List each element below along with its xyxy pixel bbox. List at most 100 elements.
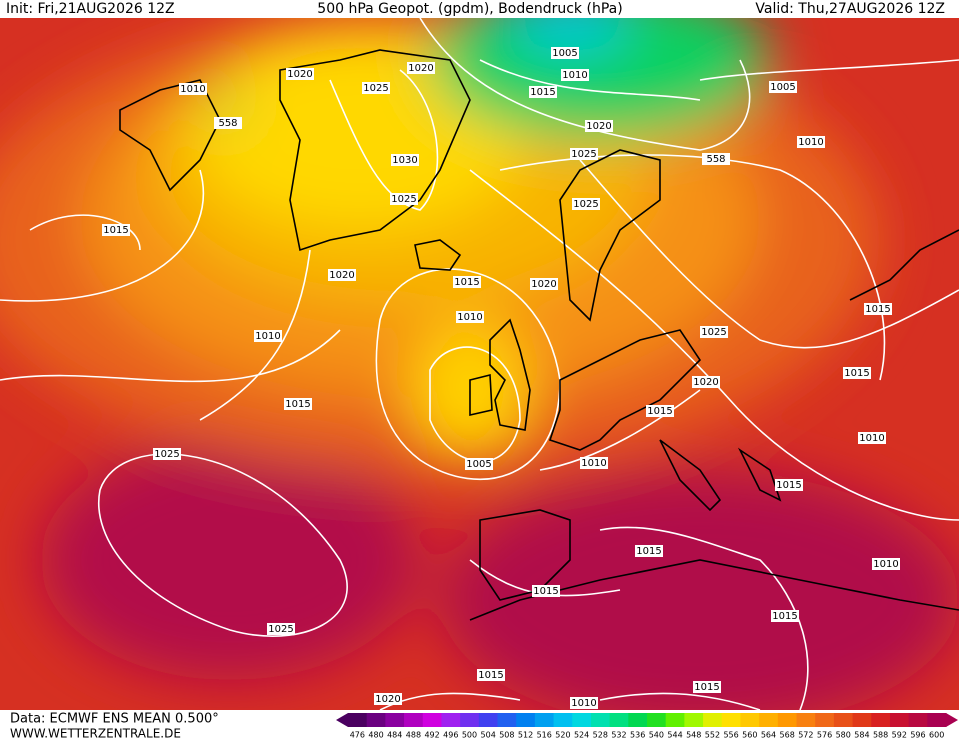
contour-label: 1020 bbox=[408, 63, 433, 74]
label-box bbox=[477, 669, 505, 681]
scale-label: 568 bbox=[780, 731, 795, 740]
contour-label: 1025 bbox=[701, 327, 726, 338]
contour-label: 1015 bbox=[636, 546, 661, 557]
contour-label: 1015 bbox=[533, 586, 558, 597]
valid-time: Valid: Thu,27AUG2026 12Z bbox=[755, 1, 945, 17]
scale-label: 516 bbox=[537, 731, 552, 740]
scale-label: 540 bbox=[649, 731, 664, 740]
contour-label: 1010 bbox=[255, 331, 280, 342]
contour-label: 1025 bbox=[268, 624, 293, 635]
contour-label: 1020 bbox=[375, 694, 400, 705]
contour-label: 1015 bbox=[530, 87, 555, 98]
scale-arrow-right bbox=[946, 713, 958, 727]
contour-labels: 1010 558 1020 1025 1020 1030 1025 1005 1010 1015 1… bbox=[102, 47, 900, 709]
label-box bbox=[769, 81, 797, 93]
contour-label: 1020 bbox=[329, 270, 354, 281]
scale-label: 548 bbox=[686, 731, 701, 740]
scale-swatch bbox=[478, 713, 498, 727]
scale-swatch bbox=[703, 713, 723, 727]
scale-label: 556 bbox=[723, 731, 738, 740]
label-box bbox=[797, 136, 825, 148]
scale-swatch bbox=[871, 713, 891, 727]
scale-label: 544 bbox=[667, 731, 682, 740]
scale-label: 508 bbox=[499, 731, 514, 740]
scale-label: 584 bbox=[854, 731, 869, 740]
scale-label: 512 bbox=[518, 731, 533, 740]
scale-swatch bbox=[665, 713, 685, 727]
contour-label: 1010 bbox=[180, 84, 205, 95]
map-title: 500 hPa Geopot. (gpdm), Bodendruck (hPa) bbox=[317, 1, 622, 17]
scale-swatch bbox=[590, 713, 611, 727]
scale-swatch bbox=[553, 713, 573, 727]
scale-label: 536 bbox=[630, 731, 645, 740]
label-box bbox=[580, 457, 608, 469]
contour-label: 1005 bbox=[466, 459, 491, 470]
contour-label: 1010 bbox=[859, 433, 884, 444]
scale-swatch bbox=[628, 713, 648, 727]
contour-label: 1015 bbox=[694, 682, 719, 693]
label-box bbox=[286, 68, 314, 80]
scale-swatch bbox=[572, 713, 592, 727]
scale-swatch bbox=[647, 713, 667, 727]
scale-swatch bbox=[833, 713, 854, 727]
contour-label: 1025 bbox=[573, 199, 598, 210]
label-box bbox=[284, 398, 312, 410]
scale-label: 488 bbox=[406, 731, 421, 740]
contour-label: 1015 bbox=[454, 277, 479, 288]
scale-swatch bbox=[404, 713, 424, 727]
contour-label: 558 bbox=[706, 154, 725, 165]
contour-label: 558 bbox=[218, 118, 237, 129]
label-box bbox=[561, 69, 589, 81]
label-box bbox=[570, 148, 598, 160]
scale-label: 580 bbox=[836, 731, 851, 740]
label-box bbox=[391, 154, 419, 166]
scale-label: 532 bbox=[611, 731, 626, 740]
label-box bbox=[153, 448, 181, 460]
scale-label: 564 bbox=[761, 731, 776, 740]
contour-label: 1010 bbox=[457, 312, 482, 323]
label-box bbox=[267, 623, 295, 635]
scale-label: 552 bbox=[705, 731, 720, 740]
contour-label: 1005 bbox=[770, 82, 795, 93]
scale-label: 500 bbox=[462, 731, 477, 740]
label-box bbox=[692, 376, 720, 388]
scale-swatch bbox=[441, 713, 461, 727]
scale-swatch bbox=[366, 713, 386, 727]
label-box bbox=[102, 224, 130, 236]
label-box bbox=[864, 303, 892, 315]
label-box bbox=[572, 198, 600, 210]
scale-swatch bbox=[852, 713, 872, 727]
label-box bbox=[775, 479, 803, 491]
label-box bbox=[570, 697, 598, 709]
contour-label: 1020 bbox=[693, 377, 718, 388]
scale-swatch bbox=[422, 713, 442, 727]
data-source: Data: ECMWF ENS MEAN 0.500° bbox=[10, 712, 219, 727]
scale-label: 484 bbox=[387, 731, 402, 740]
contour-label: 1010 bbox=[571, 698, 596, 709]
scale-label: 524 bbox=[574, 731, 589, 740]
contour-label: 1015 bbox=[285, 399, 310, 410]
contour-label: 1015 bbox=[776, 480, 801, 491]
scale-swatch bbox=[740, 713, 760, 727]
field bbox=[0, 18, 959, 710]
scale-label: 476 bbox=[350, 731, 365, 740]
scale-label: 600 bbox=[929, 731, 944, 740]
label-box bbox=[702, 153, 730, 165]
label-box bbox=[530, 278, 558, 290]
label-box bbox=[456, 311, 484, 323]
scale-label: 496 bbox=[443, 731, 458, 740]
contour-label: 1025 bbox=[391, 194, 416, 205]
scale-label: 520 bbox=[555, 731, 570, 740]
label-box bbox=[858, 432, 886, 444]
scale-label: 480 bbox=[368, 731, 383, 740]
scale-swatch bbox=[889, 713, 910, 727]
label-box bbox=[700, 326, 728, 338]
contour-label: 1030 bbox=[392, 155, 417, 166]
scale-label: 592 bbox=[892, 731, 907, 740]
scale-swatch bbox=[759, 713, 779, 727]
contour-label: 1020 bbox=[586, 121, 611, 132]
contour-label: 1025 bbox=[363, 83, 388, 94]
contour-label: 1015 bbox=[647, 406, 672, 417]
scale-swatch bbox=[385, 713, 405, 727]
scale-label: 576 bbox=[817, 731, 832, 740]
